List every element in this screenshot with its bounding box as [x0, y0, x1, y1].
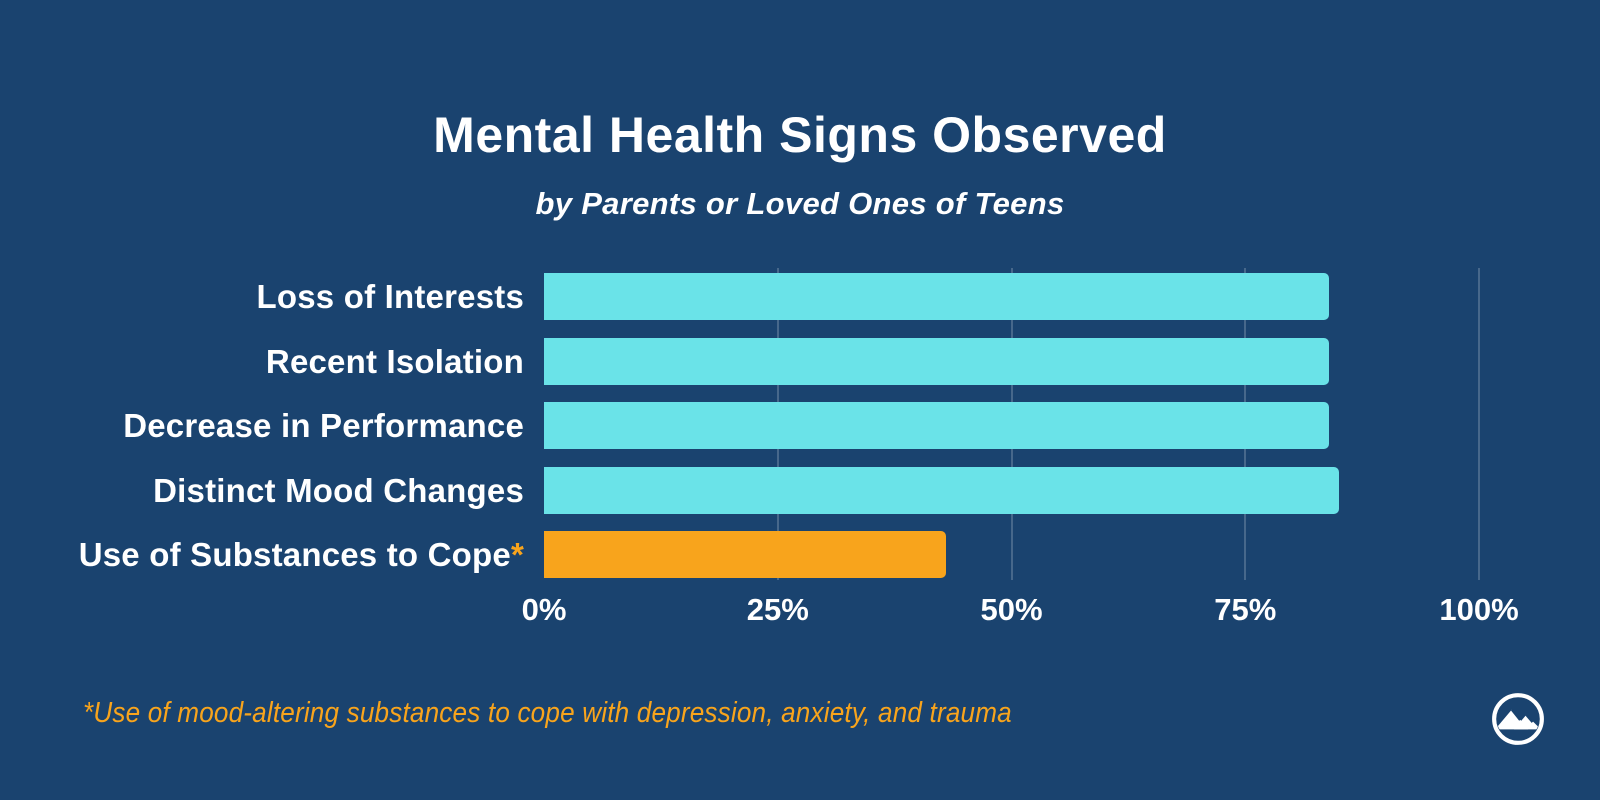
bar-distinct-mood-changes	[544, 466, 1339, 514]
mountain-circle-logo	[1492, 693, 1544, 745]
category-label-recent-isolation: Recent Isolation	[0, 338, 524, 385]
category-label-text: Loss of Interests	[256, 278, 524, 315]
category-label-distinct-mood-changes: Distinct Mood Changes	[0, 467, 524, 514]
bar-use-of-substances-to-cope	[544, 531, 947, 578]
category-labels: Loss of Interests Recent Isolation Decreas…	[0, 268, 524, 580]
category-label-text: Use of Substances to Cope	[78, 536, 511, 573]
category-label-use-of-substances-to-cope: Use of Substances to Cope*	[0, 531, 524, 578]
asterisk-marker: *	[510, 536, 524, 573]
chart-subtitle: by Parents or Loved Ones of Teens	[535, 186, 1065, 221]
x-tick-25%: 25%	[746, 592, 809, 627]
bar-loss-of-interests	[544, 273, 1330, 320]
x-tick-75%: 75%	[1214, 592, 1277, 627]
x-tick-50%: 50%	[980, 592, 1043, 627]
bar-recent-isolation	[544, 337, 1330, 385]
gridline-100%	[1478, 268, 1480, 580]
footnote: *Use of mood-altering substances to cope…	[83, 697, 1012, 729]
bar-decrease-in-performance	[544, 402, 1330, 449]
category-label-decrease-in-performance: Decrease in Performance	[0, 402, 524, 449]
logo-circle	[1492, 693, 1544, 745]
category-label-text: Recent Isolation	[265, 342, 524, 380]
category-label-loss-of-interests: Loss of Interests	[0, 273, 524, 320]
category-label-text: Decrease in Performance	[123, 407, 524, 444]
chart-title: Mental Health Signs Observed	[433, 107, 1167, 163]
category-label-text: Distinct Mood Changes	[153, 471, 524, 509]
plot-area	[544, 268, 1480, 580]
x-tick-100%: 100%	[1439, 592, 1519, 627]
x-tick-0%: 0%	[521, 592, 567, 627]
logo-mountain-right	[1513, 714, 1540, 730]
